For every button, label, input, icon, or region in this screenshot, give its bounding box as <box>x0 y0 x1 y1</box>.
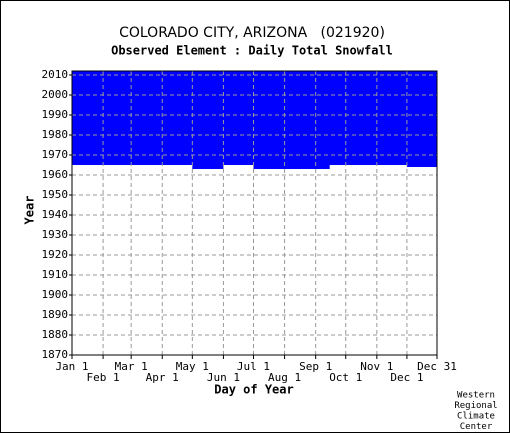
y-tick-label: 1900 <box>42 288 69 301</box>
y-tick-label: 1870 <box>42 348 69 361</box>
x-tick-label: May 1 <box>176 360 209 373</box>
x-tick-label: Oct 1 <box>329 371 362 384</box>
y-tick-label: 1960 <box>42 168 69 181</box>
x-tick-label: Jun 1 <box>207 371 240 384</box>
footer-text: Center <box>460 422 493 432</box>
x-tick-label: Dec 1 <box>390 371 423 384</box>
x-tick-label: Jul 1 <box>237 360 270 373</box>
footer-text: Western <box>457 391 495 401</box>
y-tick-label: 1970 <box>42 148 69 161</box>
data-block <box>72 71 437 165</box>
x-tick-label: Mar 1 <box>115 360 148 373</box>
y-axis-label: Year <box>23 196 37 225</box>
x-tick-label: Jan 1 <box>55 360 88 373</box>
y-tick-label: 1890 <box>42 308 69 321</box>
data-block <box>406 165 437 167</box>
data-block <box>253 165 330 169</box>
y-tick-label: 1930 <box>42 228 69 241</box>
y-tick-label: 1990 <box>42 108 69 121</box>
footer-text: Regional <box>454 401 497 411</box>
chart-title: COLORADO CITY, ARIZONA (021920) <box>119 25 385 41</box>
chart-subtitle: Observed Element : Daily Total Snowfall <box>111 44 393 58</box>
x-tick-label: Dec 31 <box>417 360 457 373</box>
y-tick-label: 2000 <box>42 88 69 101</box>
x-tick-label: Sep 1 <box>299 360 332 373</box>
y-tick-label: 1920 <box>42 248 69 261</box>
x-tick-label: Nov 1 <box>360 360 393 373</box>
x-axis-label: Day of Year <box>214 383 293 397</box>
footer-text: Climate <box>457 412 495 422</box>
data-block <box>192 165 224 169</box>
y-tick-label: 1880 <box>42 328 69 341</box>
plot-frame <box>71 70 438 356</box>
y-tick-label: 2010 <box>42 68 69 81</box>
y-tick-label: 1950 <box>42 188 69 201</box>
x-tick-label: Aug 1 <box>268 371 301 384</box>
y-tick-label: 1910 <box>42 268 69 281</box>
x-tick-label: Feb 1 <box>87 371 120 384</box>
y-tick-label: 1980 <box>42 128 69 141</box>
x-tick-label: Apr 1 <box>146 371 179 384</box>
y-tick-label: 1940 <box>42 208 69 221</box>
